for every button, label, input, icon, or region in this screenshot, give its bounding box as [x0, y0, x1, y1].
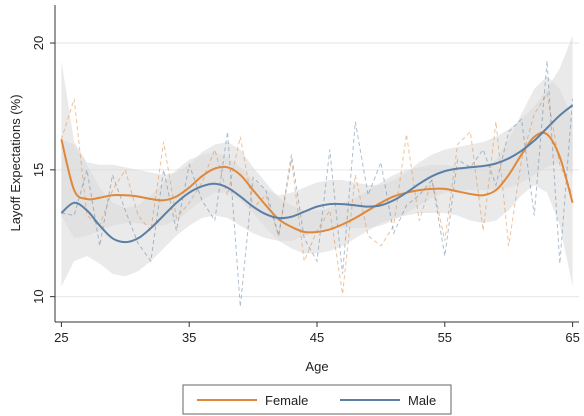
- ci-band-male: [61, 35, 573, 287]
- x-axis-ticks: 25 35 45 55 65: [54, 322, 580, 345]
- confidence-bands: [61, 35, 573, 287]
- x-tick-label-35: 35: [182, 330, 196, 345]
- y-axis-title: Layoff Expectations (%): [8, 94, 23, 231]
- raw-line-male: [61, 60, 574, 307]
- y-tick-label-15: 15: [31, 163, 46, 177]
- legend-label-female: Female: [265, 393, 308, 408]
- smoothed-line-male: [60, 104, 574, 244]
- smoothed-line-female: [60, 131, 574, 234]
- x-tick-label-55: 55: [438, 330, 452, 345]
- smoothed-series-lines: [60, 104, 574, 244]
- y-axis-ticks: 10 15 20: [31, 36, 55, 304]
- y-tick-label-20: 20: [31, 36, 46, 50]
- legend-label-male: Male: [408, 393, 436, 408]
- x-tick-label-45: 45: [310, 330, 324, 345]
- y-tick-label-10: 10: [31, 289, 46, 303]
- legend: Female Male: [182, 384, 452, 415]
- x-tick-label-25: 25: [54, 330, 68, 345]
- x-tick-label-65: 65: [565, 330, 579, 345]
- x-axis-title: Age: [305, 359, 328, 374]
